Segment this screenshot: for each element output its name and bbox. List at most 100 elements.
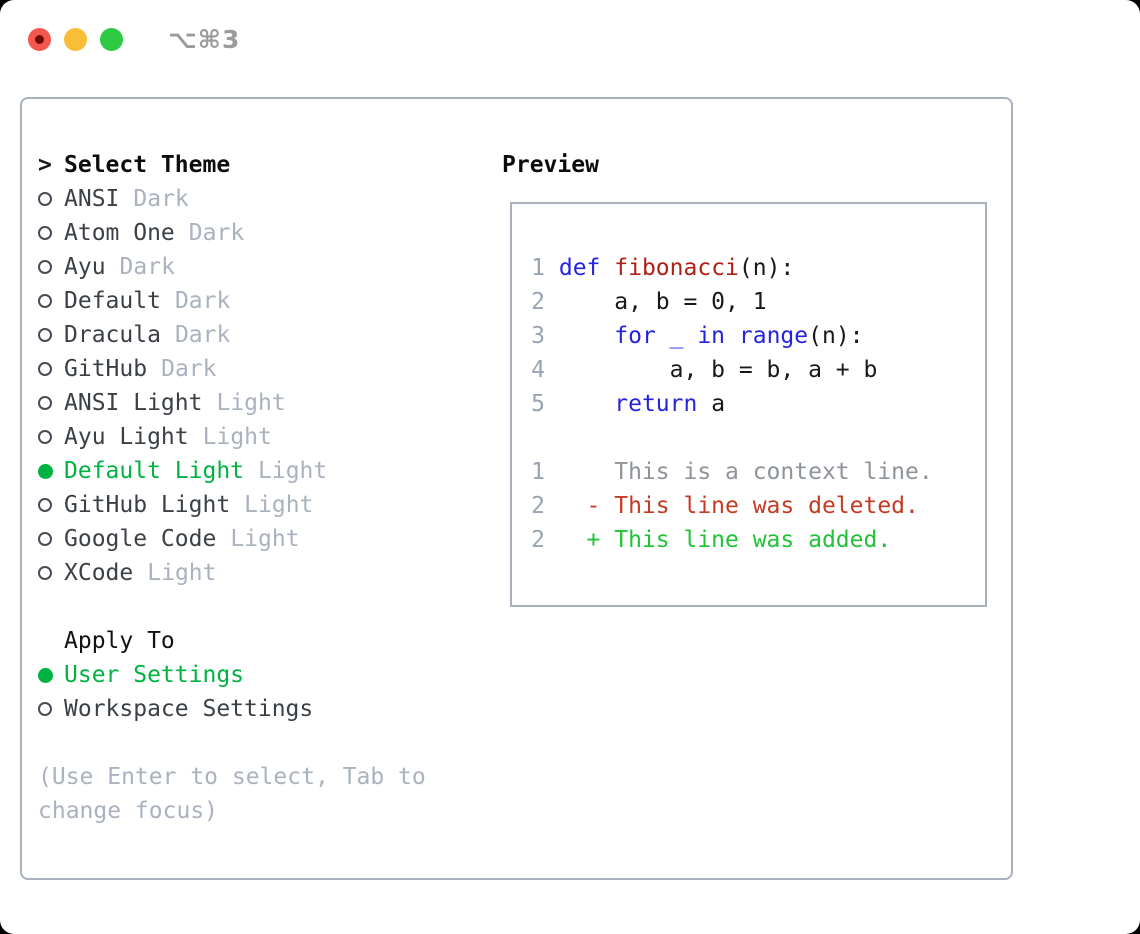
theme-variant-label: Light <box>244 492 314 518</box>
theme-option-ayu[interactable]: Ayu Dark <box>38 250 482 284</box>
theme-menu-title: Select Theme <box>64 152 231 178</box>
theme-option-atom-one[interactable]: Atom One Dark <box>38 216 482 250</box>
code-segment <box>545 493 587 519</box>
theme-option-github-light[interactable]: GitHub Light Light <box>38 488 482 522</box>
radio-icon <box>38 226 52 240</box>
theme-name-label: Default <box>64 288 161 314</box>
apply-option-user-settings[interactable]: User Settings <box>38 658 482 692</box>
radio-icon <box>38 396 52 410</box>
radio-icon <box>38 362 52 376</box>
theme-variant-label: Light <box>258 458 328 484</box>
theme-menu: > Select Theme ANSI Dark Atom One Dark Ayu Da… <box>38 148 482 828</box>
radio-selected-icon <box>38 667 53 683</box>
theme-option-google-code[interactable]: Google Code Light <box>38 522 482 556</box>
code-segment: return <box>614 391 698 417</box>
apply-option-label: User Settings <box>64 662 245 688</box>
apply-to-option-list: User Settings Workspace Settings <box>38 658 482 726</box>
spacer <box>38 726 482 760</box>
theme-variant-label: Dark <box>174 288 231 314</box>
theme-option-xcode[interactable]: XCode Light <box>38 556 482 590</box>
code-segment <box>545 323 614 349</box>
theme-picker-panel: > Select Theme ANSI Dark Atom One Dark Ayu Da… <box>20 97 1013 880</box>
apply-option-workspace-settings[interactable]: Workspace Settings <box>38 692 482 726</box>
code-segment: (n): <box>808 323 864 349</box>
code-line: 5 return a <box>531 387 985 421</box>
code-segment <box>600 255 614 281</box>
prompt-icon: > <box>38 152 52 178</box>
radio-marker <box>38 396 64 410</box>
code-segment <box>545 391 614 417</box>
theme-name-label: ANSI <box>64 186 120 212</box>
theme-variant-label: Dark <box>188 220 245 246</box>
theme-variant-label: Dark <box>161 356 217 382</box>
theme-option-github[interactable]: GitHub Dark <box>38 352 482 386</box>
radio-marker <box>38 702 64 716</box>
theme-name-label: Dracula <box>64 322 161 348</box>
theme-option-ansi-light[interactable]: ANSI Light Light <box>38 386 482 420</box>
radio-icon <box>38 430 52 444</box>
theme-variant-label: Dark <box>133 186 189 212</box>
radio-marker <box>38 430 64 444</box>
code-line-blank <box>531 421 985 455</box>
code-segment: fibonacci <box>614 255 739 281</box>
close-button[interactable] <box>28 27 51 51</box>
line-number: 2 <box>531 527 545 553</box>
line-number: 4 <box>531 357 545 383</box>
code-segment: a <box>697 391 726 417</box>
preview-title: Preview <box>502 152 599 178</box>
radio-icon <box>38 192 52 206</box>
theme-name-label: ANSI Light <box>64 390 203 416</box>
theme-option-default[interactable]: Default Dark <box>38 284 482 318</box>
line-number: 5 <box>531 391 545 417</box>
theme-option-dracula[interactable]: Dracula Dark <box>38 318 482 352</box>
theme-variant-label: Light <box>216 390 286 416</box>
radio-marker <box>38 294 64 308</box>
code-segment: + This line was added. <box>586 527 892 553</box>
window-shortcut-label: ⌥⌘3 <box>168 24 241 54</box>
theme-name-label: XCode <box>64 560 134 586</box>
code-line: 1 def fibonacci (n): <box>531 251 985 285</box>
minimize-button[interactable] <box>64 27 87 51</box>
code-line: 2 - This line was deleted. <box>531 489 985 523</box>
spacer <box>38 590 482 624</box>
radio-marker <box>38 226 64 240</box>
theme-variant-label: Dark <box>174 322 231 348</box>
code-segment <box>545 255 559 281</box>
radio-icon <box>38 294 52 308</box>
theme-name-label: Default Light <box>64 458 245 484</box>
radio-icon <box>38 532 52 546</box>
radio-marker <box>38 498 64 512</box>
radio-selected-icon <box>38 463 53 479</box>
theme-option-list: ANSI Dark Atom One Dark Ayu Dark Default Dark Dr… <box>38 182 482 590</box>
theme-name-label: Google Code <box>64 526 217 552</box>
theme-variant-label: Dark <box>119 254 175 280</box>
code-segment <box>545 527 587 553</box>
radio-icon <box>38 260 52 274</box>
radio-marker <box>38 192 64 206</box>
theme-option-ansi[interactable]: ANSI Dark <box>38 182 482 216</box>
theme-option-default-light[interactable]: Default Light Light <box>38 454 482 488</box>
theme-name-label: Atom One <box>64 220 175 246</box>
radio-marker <box>38 362 64 376</box>
code-line: 3 for _ in range (n): <box>531 319 985 353</box>
radio-icon <box>38 702 52 716</box>
theme-variant-label: Light <box>202 424 272 450</box>
code-line: 2 a, b = 0, 1 <box>531 285 985 319</box>
code-line: 4 a, b = b, a + b <box>531 353 985 387</box>
zoom-button[interactable] <box>100 27 123 51</box>
radio-icon <box>38 498 52 512</box>
apply-to-title: Apply To <box>64 628 175 654</box>
radio-marker <box>38 463 64 479</box>
code-line: 2 + This line was added. <box>531 523 985 557</box>
theme-name-label: GitHub Light <box>64 492 231 518</box>
record-dot-icon <box>35 34 44 44</box>
code-line: 1 This is a context line. <box>531 455 985 489</box>
line-number: 2 <box>531 289 545 315</box>
code-segment: a, b = b, a + b <box>545 357 878 383</box>
apply-to-header: Apply To <box>38 624 482 658</box>
line-number: 1 <box>531 459 545 485</box>
theme-option-ayu-light[interactable]: Ayu Light Light <box>38 420 482 454</box>
theme-variant-label: Light <box>230 526 300 552</box>
theme-name-label: Ayu Light <box>64 424 189 450</box>
